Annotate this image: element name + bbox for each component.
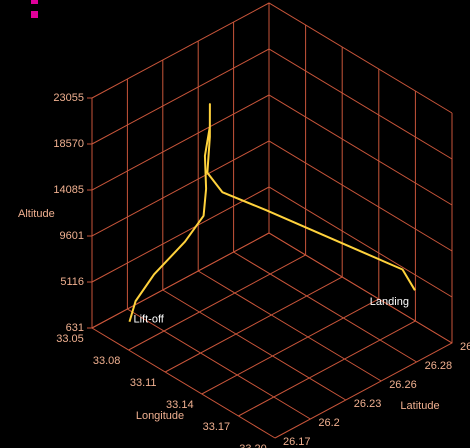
grid-line (164, 47, 343, 373)
x-axis-label: Longitude (136, 410, 184, 422)
grid-line (238, 91, 416, 417)
x-tick-label: 33.14 (166, 399, 194, 411)
z-axis-label: Altitude (18, 208, 55, 220)
grid-line (91, 3, 270, 329)
grid-line (274, 113, 453, 439)
annotation: Lift-off (133, 314, 164, 326)
annotation: Landing (370, 296, 409, 308)
grid (87, 2, 453, 439)
x-tick-label: 33.08 (93, 355, 121, 367)
trajectory (128, 103, 416, 323)
x-tick-label: 33.05 (56, 333, 84, 345)
z-tick-label: 14085 (53, 184, 84, 196)
y-tick-label: 26.31 (460, 341, 470, 353)
y-tick-label: 26.26 (389, 379, 417, 391)
y-tick-label: 26.23 (354, 398, 382, 410)
z-tick-label: 23055 (53, 92, 84, 104)
y-tick-label: 26.28 (425, 360, 453, 372)
z-tick-label: 5116 (60, 276, 84, 288)
decoration (31, 0, 38, 4)
y-tick-label: 26.2 (318, 417, 339, 429)
y-axis-label: Latitude (400, 400, 439, 412)
grid-line (201, 69, 380, 395)
y-tick-label: 26.17 (283, 436, 311, 448)
x-tick-label: 33.20 (239, 443, 267, 448)
grid-line (128, 25, 307, 351)
plot (128, 103, 416, 323)
x-tick-label: 33.17 (203, 421, 231, 433)
z-tick-label: 631 (66, 322, 84, 334)
z-tick-label: 9601 (60, 230, 84, 242)
x-tick-label: 33.11 (130, 377, 157, 389)
z-tick-label: 18570 (53, 138, 84, 150)
decoration (31, 11, 38, 18)
